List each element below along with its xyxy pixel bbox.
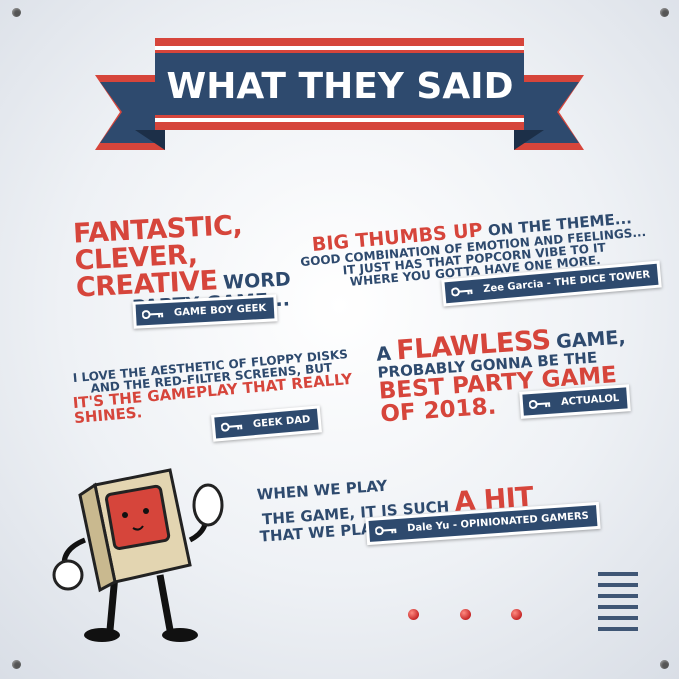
source-tag: GEEK DAD [211, 405, 323, 442]
light [408, 609, 419, 620]
vent [598, 594, 638, 598]
source: GAME BOY GEEK [173, 302, 267, 319]
light [511, 609, 522, 620]
source: ACTUALOL [560, 392, 620, 408]
screw [660, 660, 669, 669]
vent [598, 572, 638, 576]
mascot [52, 468, 224, 642]
source: Zee Garcia - THE DICE TOWER [482, 269, 651, 295]
source: GEEK DAD [252, 414, 311, 431]
banner: WHAT THEY SAID [95, 38, 584, 150]
screw [12, 660, 21, 669]
source-tag: ACTUALOL [519, 384, 632, 419]
screw [660, 8, 669, 17]
banner-title: WHAT THEY SAID [167, 66, 514, 107]
source-tag: GAME BOY GEEK [132, 294, 278, 329]
light [460, 609, 471, 620]
vent [598, 605, 638, 609]
vent [598, 583, 638, 587]
vent [598, 616, 638, 620]
source-tag: Zee Garcia - THE DICE TOWER [441, 260, 663, 307]
source: Dale Yu - OPINIONATED GAMERS [406, 510, 590, 535]
vent [598, 627, 638, 631]
source-tag: Dale Yu - OPINIONATED GAMERS [365, 501, 601, 546]
screw [12, 8, 21, 17]
